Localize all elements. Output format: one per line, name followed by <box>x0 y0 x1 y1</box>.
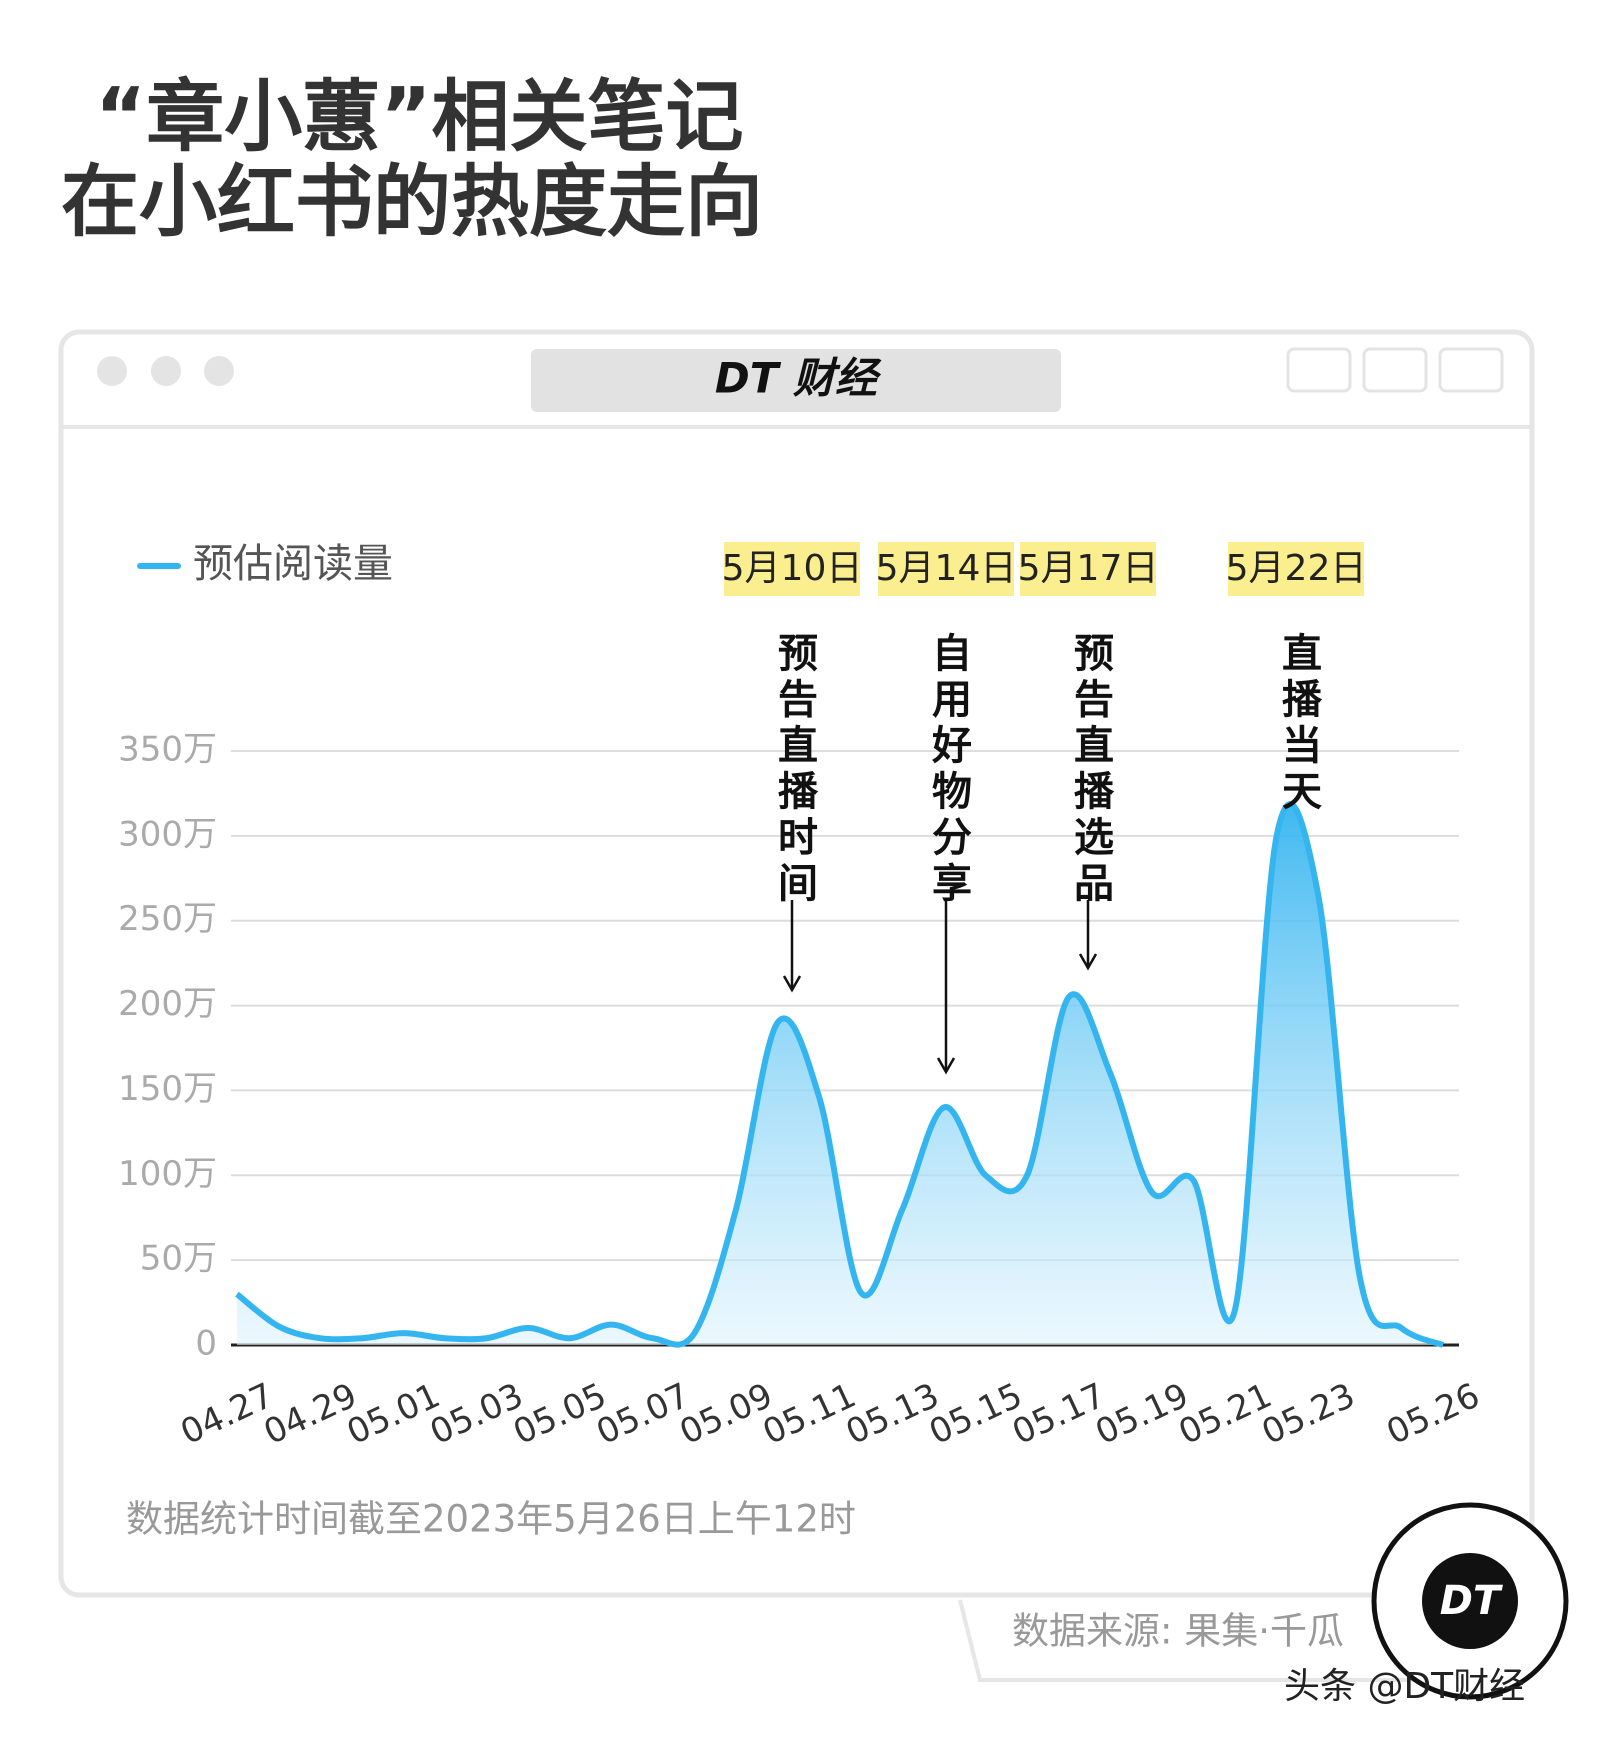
title-line: 在小红书的热度走向 <box>61 157 763 247</box>
y-tick-label: 300万 <box>118 814 217 854</box>
logo: DT <box>1440 1578 1503 1624</box>
annotation-box <box>878 542 1014 596</box>
annotation-arrowhead <box>936 1057 956 1075</box>
y-tick-label: 50万 <box>140 1239 217 1279</box>
brand-bar <box>531 349 1061 412</box>
brand: DT 财经 <box>715 354 882 403</box>
legend-label: 预估阅读量 <box>193 541 393 587</box>
annotation-label: 5月22日 <box>1226 548 1367 589</box>
annotation-box <box>1228 542 1364 596</box>
watermark: 头条 @DT财经 <box>1284 1666 1525 1707</box>
source: 数据来源: 果集·千瓜 <box>1012 1610 1344 1653</box>
annotation-text: 自用好物分享 <box>925 632 973 908</box>
annotation-label: 5月17日 <box>1018 548 1159 589</box>
logo-disc <box>1422 1553 1518 1649</box>
annotation-arrowhead <box>782 975 802 993</box>
y-tick-label: 150万 <box>118 1069 217 1109</box>
title-line: “章小蕙”相关笔记 <box>95 72 744 162</box>
annotation-text: 预告直播选品 <box>1067 632 1114 908</box>
line <box>235 801 1445 1348</box>
annotation-label: 5月10日 <box>722 548 863 589</box>
y-tick-label: 100万 <box>118 1154 217 1194</box>
annotation-text: 直播当天 <box>1275 632 1322 816</box>
y-tick-label: 250万 <box>118 899 217 939</box>
y-tick-label: 350万 <box>118 730 217 770</box>
annotation-text: 预告直播时间 <box>771 632 818 908</box>
annotation-box <box>1020 542 1156 596</box>
annotation-label: 5月14日 <box>876 548 1017 589</box>
y-tick-label: 200万 <box>118 984 217 1024</box>
note: 数据统计时间截至2023年5月26日上午12时 <box>126 1498 856 1541</box>
y-tick-label: 0 <box>195 1324 217 1364</box>
area-fill <box>237 804 1443 1345</box>
annotation-box <box>724 542 860 596</box>
window-buttons <box>97 347 1504 393</box>
annotation-arrowhead <box>1078 953 1098 971</box>
source-frame <box>958 1599 1420 1682</box>
